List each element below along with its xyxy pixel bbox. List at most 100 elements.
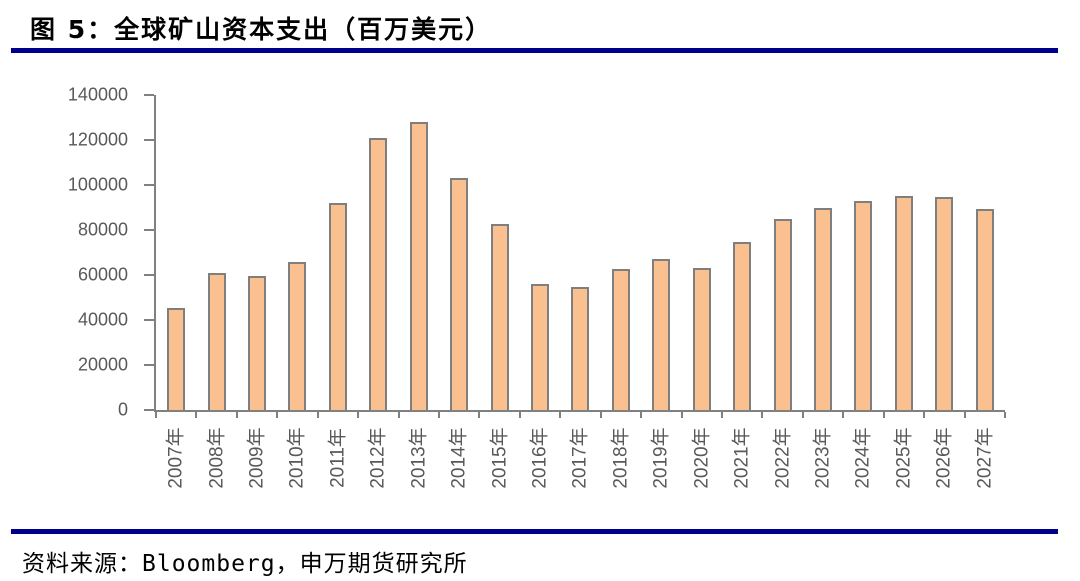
x-tick-mark [761,412,764,418]
bar-cell [681,95,721,410]
bar-cell [560,95,600,410]
bar-2020 [692,268,711,410]
bar-2017 [571,287,590,410]
x-tick-label-2027: 2027年 [974,427,996,489]
x-cell: 2019年 [639,414,679,514]
bar-cell [884,95,924,410]
y-tick-mark [144,409,154,411]
bar-cell [358,95,398,410]
x-tick-label-2018: 2018年 [610,427,632,489]
x-cell: 2007年 [154,414,194,514]
x-tick-mark [559,412,562,418]
y-tick-label-140000: 140000 [67,84,128,105]
footer-divider-rule [11,529,1058,534]
x-tick-mark [195,412,198,418]
bar-2016 [531,284,549,410]
x-tick-mark [478,412,481,418]
x-tick-label-2009: 2009年 [246,427,268,489]
y-tick-label-80000: 80000 [77,219,128,240]
x-cell: 2008年 [194,414,234,514]
bar-2008 [207,272,226,410]
y-tick-label-100000: 100000 [67,174,128,195]
bar-cell [964,95,1004,410]
bar-2010 [288,261,307,410]
bar-2014 [450,178,469,410]
x-tick-label-2020: 2020年 [691,427,713,489]
bar-cell [924,95,964,410]
y-tick-mark [144,184,154,186]
bar-cell [601,95,641,410]
bar-2007 [167,307,186,410]
x-tick-label-2010: 2010年 [286,427,308,489]
y-tick-label-60000: 60000 [77,264,128,285]
x-cell: 2016年 [518,414,558,514]
x-tick-label-2026: 2026年 [933,427,955,489]
x-cell: 2013年 [397,414,437,514]
plot-area [144,94,1006,418]
bar-2009 [248,276,267,410]
x-tick-label-2017: 2017年 [569,427,591,489]
x-tick-label-2008: 2008年 [206,427,228,489]
y-tick-mark [144,319,154,321]
bar-cell [762,95,802,410]
x-tick-label-2007: 2007年 [165,427,187,489]
x-cell: 2018年 [599,414,639,514]
x-tick-label-2011: 2011年 [327,428,349,488]
x-cell: 2024年 [841,414,881,514]
x-cell: 2012年 [356,414,396,514]
bar-cell [722,95,762,410]
x-tick-label-2019: 2019年 [650,427,672,489]
bar-cell [641,95,681,410]
bar-2011 [328,203,347,410]
y-tick-label-40000: 40000 [77,309,128,330]
y-tick-mark [144,274,154,276]
x-tick-mark [680,412,683,418]
x-tick-mark [357,412,360,418]
x-tick-label-2023: 2023年 [812,427,834,489]
bar-cell [277,95,317,410]
x-cell: 2009年 [235,414,275,514]
x-tick-mark [842,412,845,418]
x-cell: 2027年 [962,414,1002,514]
x-tick-mark [316,412,319,418]
x-tick-mark [437,412,440,418]
x-tick-label-2024: 2024年 [852,427,874,489]
bar-2022 [773,218,792,410]
x-cell: 2010年 [275,414,315,514]
x-tick-label-2012: 2012年 [367,427,389,489]
x-tick-mark [963,412,966,418]
bar-2024 [854,200,873,410]
bar-cell [520,95,560,410]
bar-2013 [409,122,428,410]
y-tick-mark [144,229,154,231]
bar-2025 [894,196,913,410]
x-tick-label-2021: 2021年 [731,427,753,489]
x-tick-mark [599,412,602,418]
x-cell: 2011年 [316,414,356,514]
x-tick-mark [1004,412,1006,418]
figure-title: 图 5：全球矿山资本支出（百万美元） [30,15,493,44]
bars-row [156,95,1005,410]
x-cell: 2025年 [882,414,922,514]
x-tick-label-2015: 2015年 [489,427,511,489]
bar-cell [803,95,843,410]
x-cell: 2026年 [922,414,962,514]
bar-cell [399,95,439,410]
x-tick-mark [882,412,885,418]
bar-cell [318,95,358,410]
x-cell: 2022年 [760,414,800,514]
x-tick-mark [397,412,400,418]
bar-2023 [813,207,832,410]
y-tick-label-20000: 20000 [77,354,128,375]
bar-cell [843,95,883,410]
bar-2019 [652,259,671,410]
y-axis-labels: 0 20000 40000 60000 80000 100000 120000 140000 [40,85,144,420]
x-cell: 2014年 [437,414,477,514]
bar-cell [156,95,196,410]
bar-2018 [611,269,630,410]
x-tick-mark [155,412,157,418]
x-tick-mark [235,412,238,418]
x-tick-label-2016: 2016年 [529,427,551,489]
x-cell: 2020年 [679,414,719,514]
bar-2015 [490,224,509,410]
